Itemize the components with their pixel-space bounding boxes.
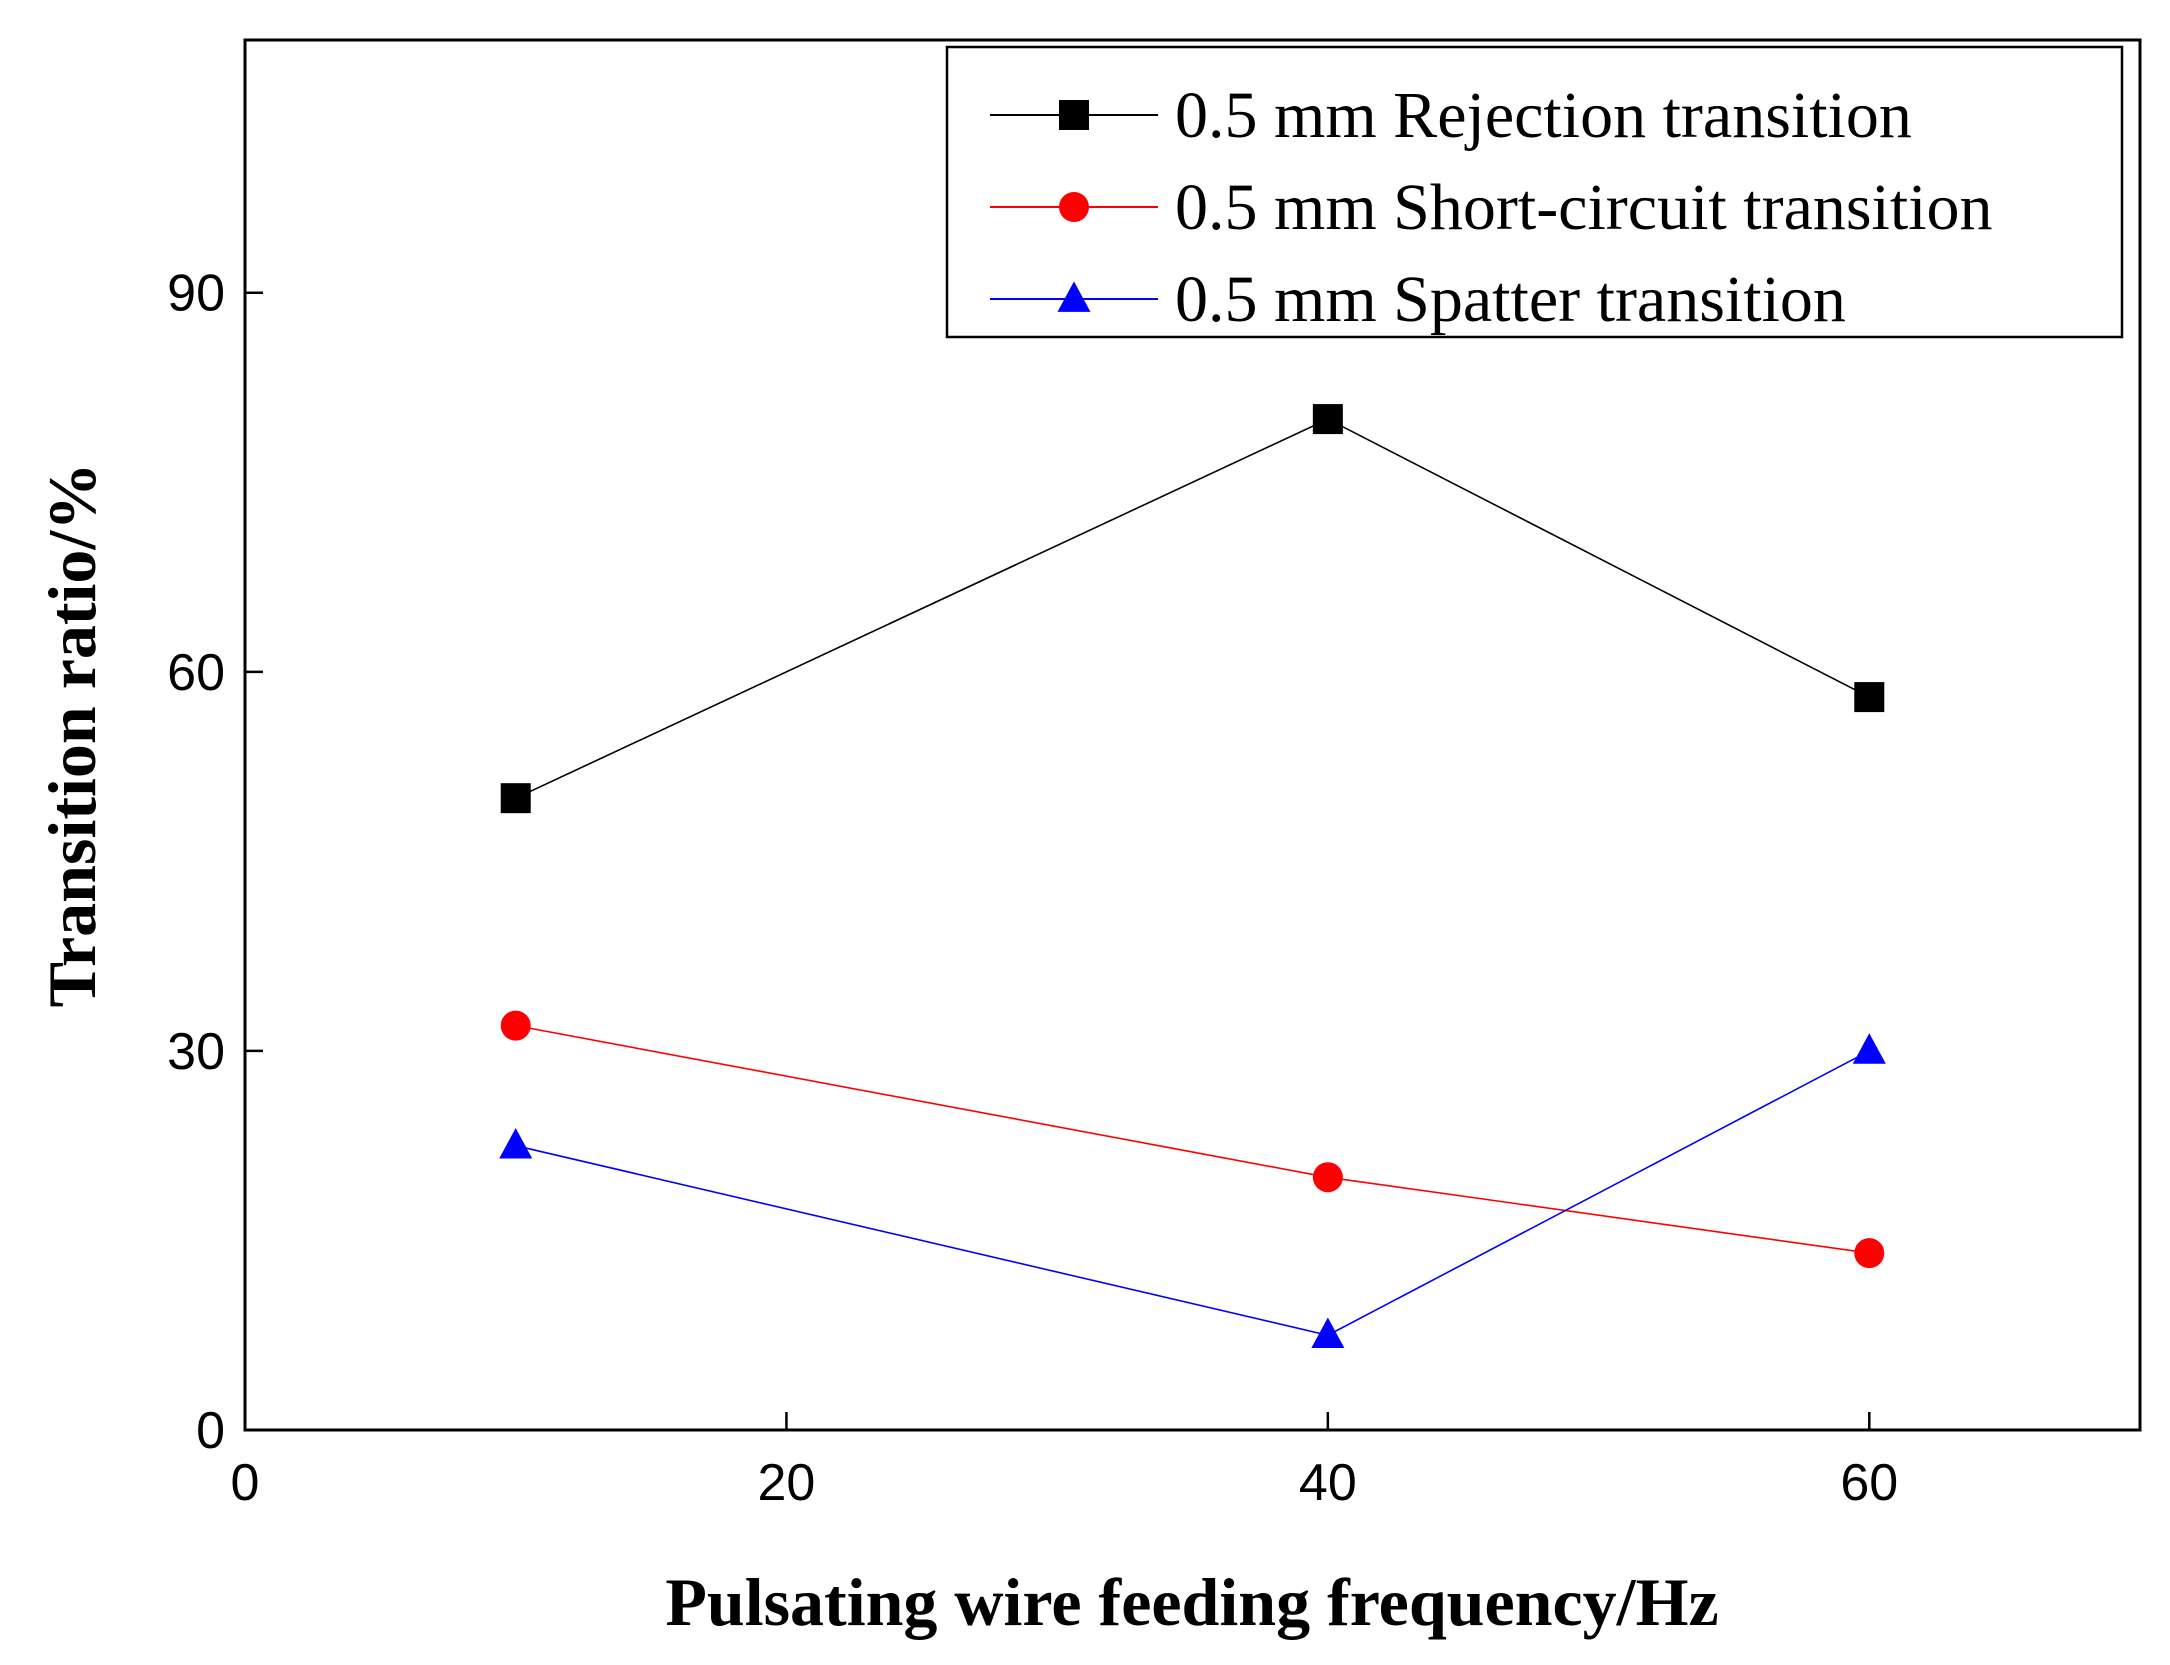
series-1 [500,404,1885,814]
data-point [500,783,531,814]
legend-label: 0.5 mm Short-circuit transition [1175,171,1993,244]
x-tick-label: 0 [231,1454,260,1512]
data-point [499,1128,533,1159]
x-tick-label: 20 [758,1454,816,1512]
axes: 0 20 40 60 0 30 60 90 [167,265,1898,1512]
legend-box [945,45,2124,339]
series-line [515,1024,1870,1254]
y-tick-label: 30 [167,1023,225,1081]
series-line [515,418,1870,799]
data-point [1311,1317,1345,1349]
y-tick-label: 90 [167,265,225,323]
data-point [1854,1238,1885,1269]
data-point [500,1010,531,1041]
data-point [1854,682,1885,713]
x-tick-label: 60 [1840,1454,1898,1512]
y-axis-title: Transition ratio/% [34,463,110,1008]
legend-label: 0.5 mm Rejection transition [1175,79,1912,152]
x-axis-title: Pulsating wire feeding frequency/Hz [665,1564,1718,1640]
series-layer [499,404,1886,1349]
plot-frame [243,38,2142,1432]
legend: 0.5 mm Rejection transition 0.5 mm Short-… [945,45,2124,339]
data-point [1852,1033,1886,1064]
legend-label: 0.5 mm Spatter transition [1175,263,1846,336]
series-2 [500,1010,1885,1269]
series-3 [499,1033,1886,1349]
y-tick-label: 60 [167,644,225,702]
legend-entry: 0.5 mm Short-circuit transition [990,171,1993,244]
legend-marker [1057,281,1091,312]
series-line [515,1050,1870,1337]
legend-marker [1059,192,1089,222]
legend-marker [1059,100,1089,130]
x-tick-label: 40 [1299,1454,1357,1512]
data-point [1312,404,1343,435]
legend-entry: 0.5 mm Rejection transition [990,79,1912,152]
legend-entry: 0.5 mm Spatter transition [990,263,1846,336]
data-point [1312,1162,1343,1193]
y-tick-label: 0 [196,1402,225,1460]
